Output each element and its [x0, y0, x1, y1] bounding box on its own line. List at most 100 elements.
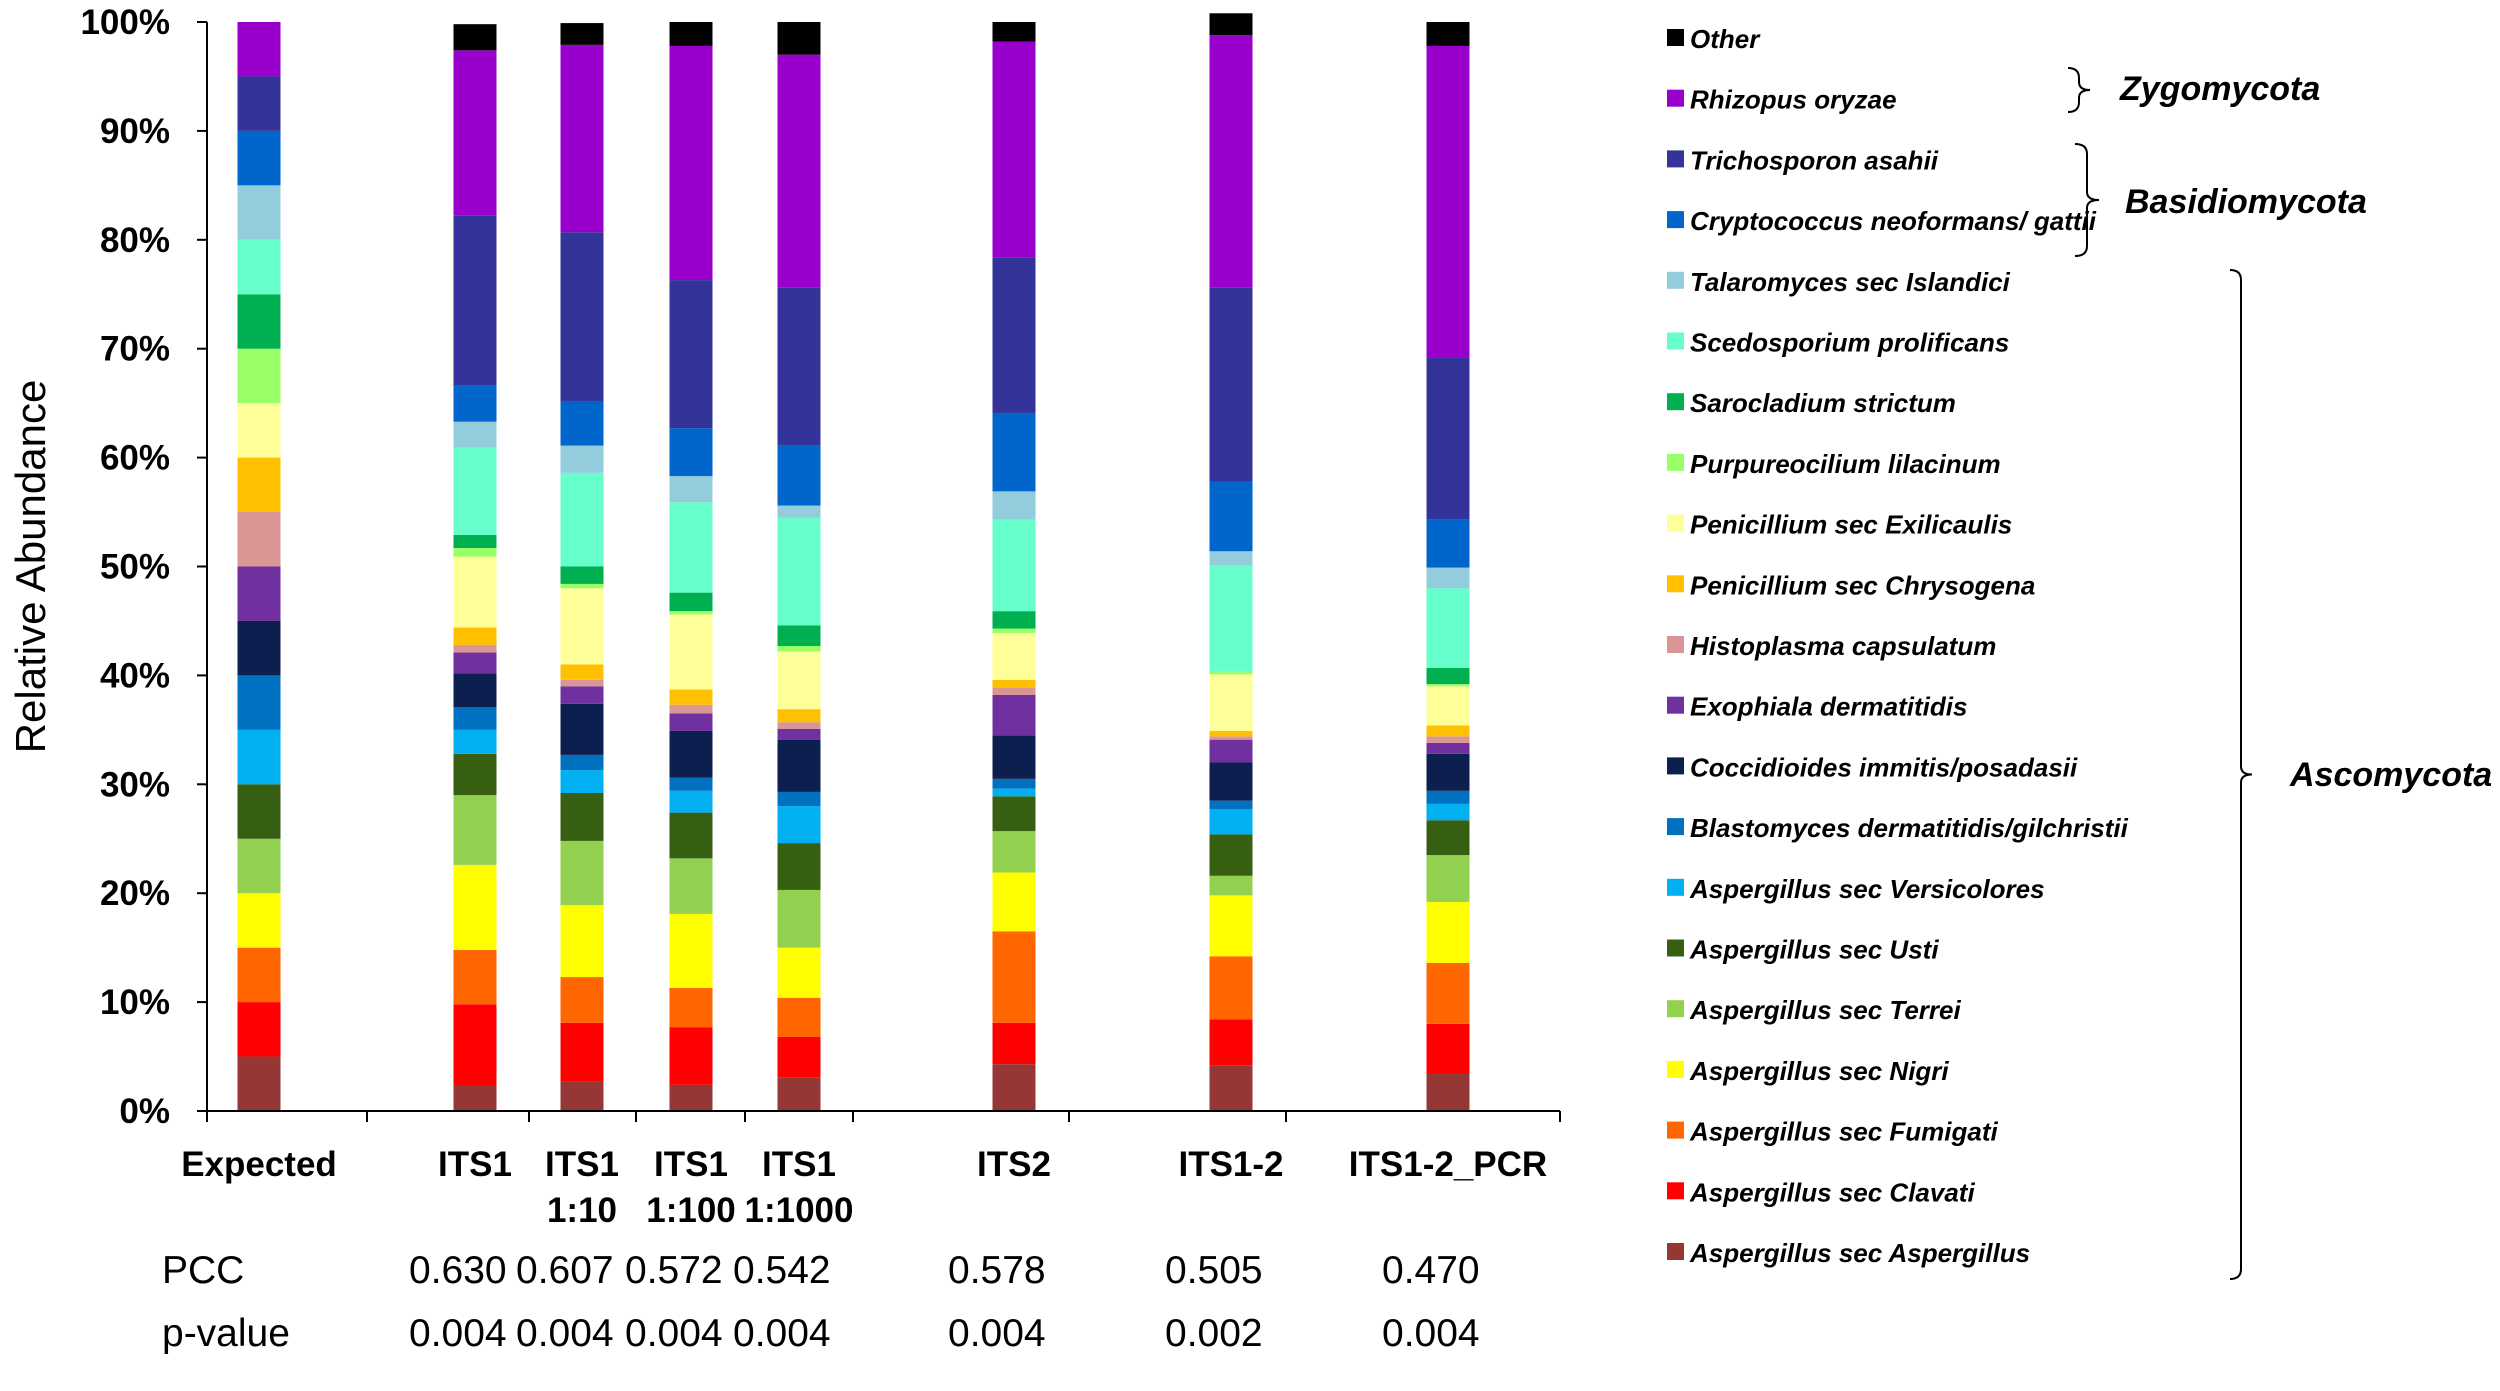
- bar-segment: [777, 287, 821, 446]
- bar-segment: [669, 704, 713, 714]
- legend-swatch: [1667, 757, 1684, 775]
- stats-value: 0.542: [733, 1249, 831, 1292]
- legend-item-aspergillus-sec-usti: Aspergillus sec Usti: [1667, 935, 1939, 965]
- y-tick-label: 100%: [80, 3, 170, 42]
- legend-item-aspergillus-sec-terrei: Aspergillus sec Terrei: [1667, 995, 1961, 1025]
- group-brace: [2229, 269, 2253, 1280]
- bar-segment: [1209, 730, 1253, 737]
- bar-segment: [237, 784, 281, 839]
- bar-segment: [560, 793, 604, 841]
- bar-segment: [992, 778, 1036, 789]
- legend-label: Talaromyces sec Islandici: [1690, 267, 2011, 297]
- stats-value: 0.004: [516, 1312, 614, 1355]
- legend-label: Aspergillus sec Usti: [1689, 935, 1939, 965]
- x-axis: Expected ITS1 ITS1 1:10 ITS1 1:100 ITS1 1:1000 I…: [181, 1110, 1561, 1230]
- group-zygomycota: Zygomycota: [2067, 67, 2320, 113]
- bar-segment: [669, 689, 713, 705]
- bar-segment: [777, 505, 821, 518]
- bar-segment: [237, 893, 281, 948]
- bar-segment: [1209, 551, 1253, 566]
- bar-segment: [1426, 742, 1470, 754]
- bar-segment: [669, 45, 713, 281]
- bar-segment: [992, 611, 1036, 629]
- bar-segment: [777, 54, 821, 288]
- bar-segment: [777, 806, 821, 844]
- bar-segment: [669, 476, 713, 503]
- legend: Other Rhizopus oryzae Trichosporon asahii C…: [1667, 24, 2129, 1268]
- bar-segment: [237, 403, 281, 458]
- y-tick-label: 20%: [100, 874, 170, 913]
- bar-segment: [237, 512, 281, 567]
- legend-swatch: [1667, 818, 1684, 836]
- bar-segment: [1426, 684, 1470, 687]
- bar-segment: [1209, 287, 1253, 482]
- legend-item-aspergillus-sec-aspergillus: Aspergillus sec Aspergillus: [1667, 1238, 2030, 1268]
- stats-value: 0.004: [948, 1312, 1046, 1355]
- bar-segment: [1426, 820, 1470, 856]
- bar-segment: [669, 987, 713, 1028]
- bar-segment: [453, 627, 497, 645]
- bar-segment: [777, 445, 821, 506]
- bar-stack-its1-1-10: [560, 23, 604, 1111]
- bar-segment: [237, 620, 281, 676]
- bar-segment: [560, 232, 604, 401]
- y-axis: 0% 10% 20% 30% 40% 50% 60% 70% 80% 90% 100% Relativ…: [7, 3, 208, 1131]
- bar-segment: [1426, 357, 1470, 520]
- legend-item-penicillium-sec-chrysogena: Penicillium sec Chrysogena: [1667, 570, 2035, 600]
- bar-segment: [1426, 519, 1470, 568]
- bar-segment: [777, 739, 821, 792]
- bar-segment: [453, 729, 497, 754]
- bar-segment: [1209, 800, 1253, 810]
- bar-segment: [669, 790, 713, 813]
- legend-label: Scedosporium prolificans: [1690, 328, 2009, 358]
- legend-label: Aspergillus sec Aspergillus: [1689, 1238, 2030, 1268]
- bar-segment: [560, 472, 604, 567]
- bar-segment: [1209, 809, 1253, 835]
- bar-segment: [669, 502, 713, 593]
- bar-segment: [1426, 45, 1470, 358]
- group-label: Basidiomycota: [2125, 183, 2367, 221]
- bar-segment: [237, 729, 281, 785]
- bar-segment: [669, 428, 713, 477]
- bar-segment: [237, 130, 281, 186]
- x-tick-label: ITS1-2: [1178, 1145, 1283, 1184]
- legend-label: Aspergillus sec Fumigati: [1689, 1117, 1999, 1147]
- legend-label: Histoplasma capsulatum: [1690, 631, 1996, 661]
- legend-swatch: [1667, 332, 1684, 350]
- stats-value: 0.572: [625, 1249, 723, 1292]
- bar-segment: [453, 864, 497, 950]
- bar-segment: [669, 713, 713, 731]
- bar-segment: [669, 280, 713, 429]
- bar-segment: [992, 788, 1036, 797]
- legend-swatch: [1667, 1000, 1684, 1018]
- legend-item-aspergillus-sec-fumigati: Aspergillus sec Fumigati: [1667, 1117, 1999, 1147]
- bar-segment: [1209, 875, 1253, 896]
- bar-stack-its1-2: [1209, 13, 1253, 1111]
- bar-stack-its1: [453, 24, 497, 1111]
- bar-segment: [777, 947, 821, 998]
- bar-segment: [669, 730, 713, 778]
- bar-segment: [1426, 725, 1470, 737]
- bar-segment: [992, 257, 1036, 413]
- legend-item-histoplasma-capsulatum: Histoplasma capsulatum: [1667, 631, 1996, 661]
- bar-segment: [1426, 22, 1470, 46]
- bar-segment: [560, 664, 604, 680]
- bar-segment: [669, 1084, 713, 1111]
- bar-segment: [1426, 1023, 1470, 1074]
- legend-item-cryptococcus-neoformans-gattii: Cryptococcus neoformans/ gattii: [1667, 206, 2097, 236]
- bar-segment: [777, 843, 821, 890]
- bar-segment: [1209, 671, 1253, 675]
- legend-label: Coccidioides immitis/posadasii: [1690, 752, 2078, 782]
- bar-segment: [453, 795, 497, 865]
- legend-label: Rhizopus oryzae: [1690, 85, 1897, 115]
- y-tick-label: 80%: [100, 221, 170, 260]
- bar-segment: [560, 686, 604, 704]
- bar-segment: [1209, 895, 1253, 957]
- bar-segment: [453, 50, 497, 216]
- legend-swatch: [1667, 150, 1684, 168]
- bar-segment: [237, 348, 281, 404]
- bar-segment: [777, 722, 821, 729]
- legend-item-aspergillus-sec-clavati: Aspergillus sec Clavati: [1667, 1177, 1975, 1207]
- legend-label: Trichosporon asahii: [1690, 145, 1939, 175]
- y-tick-label: 60%: [100, 439, 170, 478]
